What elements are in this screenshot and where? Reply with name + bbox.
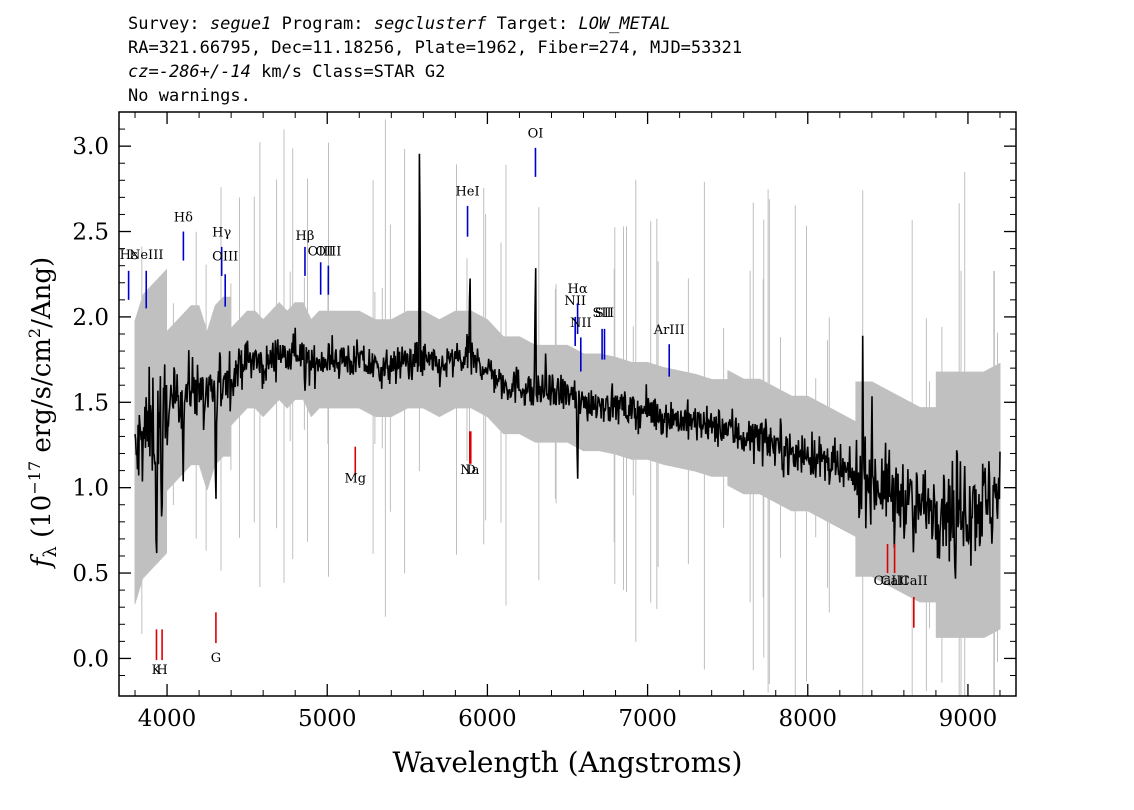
emission-line-label: NeIII [129,248,163,263]
emission-line-label: Hε [120,248,138,263]
emission-line-label: OI [528,127,544,142]
absorption-line-label: H [156,663,167,678]
emission-line-label: NII [564,294,586,309]
absorption-line-label: CaII [900,574,928,589]
emission-line-label: SII [595,306,614,321]
emission-line-label: OIII [308,244,334,259]
emission-line-label: ArIII [653,323,685,338]
target-label: Target: [496,14,569,34]
header-line-4: No warnings. [128,86,251,106]
x-tick-label: 7000 [618,706,677,732]
x-tick-label: 8000 [778,706,837,732]
cz-suffix: km/s Class=STAR G2 [250,62,446,82]
plot-content [134,119,1001,696]
emission-line-label: SII [593,306,612,321]
absorption-line-label: K [152,663,162,678]
y-tick-label: 0.0 [72,646,109,672]
absorption-line-label: D [466,463,476,478]
absorption-line-label: G [211,651,221,666]
y-axis-label-exp2: 2 [25,328,44,338]
y-tick-label: 2.0 [72,305,109,331]
y-tick-label: 2.5 [72,220,109,246]
header-line-1: Survey: segue1 Program: segclusterf Targ… [128,14,671,34]
target-value: LOW_METAL [578,14,671,34]
emission-line-label: Hγ [212,226,231,241]
absorption-line-label: CaII [874,574,902,589]
y-tick-label: 0.5 [72,561,109,587]
emission-line-label: OIII [315,244,341,259]
x-tick-label: 6000 [458,706,517,732]
y-axis-label-sub: λ [40,546,61,557]
y-tick-label: 3.0 [72,134,109,160]
emission-line-label: Hα [568,282,588,297]
y-tick-label: 1.5 [72,390,109,416]
emission-line-label: Hδ [174,210,193,225]
y-tick-label: 1.0 [72,476,109,502]
x-axis-label: Wavelength (Angstroms) [393,746,743,779]
header-line-3: cz=-286+/-14 km/s Class=STAR G2 [128,62,445,82]
emission-line-label: OIII [212,250,238,265]
y-axis-label-end: /Ang) [27,257,57,328]
survey-value: segue1 [209,14,272,34]
absorption-line-label: Mg [344,472,366,487]
header-line-2: RA=321.66795, Dec=11.18256, Plate=1962, … [128,38,743,58]
cz-prefix: cz= [128,62,159,82]
emission-line-label: HeI [455,185,479,200]
x-tick-label: 5000 [298,706,357,732]
x-tick-label: 4000 [138,706,197,732]
y-axis-label-rest: (10 [27,495,57,547]
y-axis-label-mid: erg/s/cm [27,338,57,461]
y-axis-label: fλ (10−17 erg/s/cm2/Ang) [25,257,61,569]
cz-value: -286+/-14 [158,62,251,82]
y-axis-label-exp1: −17 [25,461,44,495]
survey-label: Survey: [128,14,200,34]
axes: 4000 5000 6000 7000 8000 9000 0.0 0.5 1.0 1.5 2.0 2… [72,112,1016,732]
program-value: segclusterf [373,14,487,34]
plot-frame [118,111,1017,697]
absorption-line-label: CaII [881,574,909,589]
absorption-line-label: Na [460,463,479,478]
program-label: Program: [281,14,364,34]
emission-line-label: NII [570,316,592,331]
flux-series-line [134,153,1001,579]
x-tick-label: 9000 [939,706,998,732]
emission-line-label: Hβ [296,229,315,244]
